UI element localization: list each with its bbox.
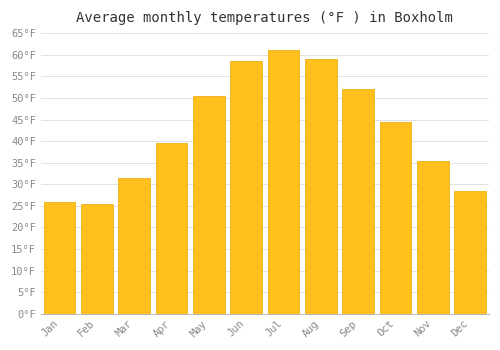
- Bar: [454, 191, 486, 314]
- Bar: [156, 143, 188, 314]
- Title: Average monthly temperatures (°F ) in Boxholm: Average monthly temperatures (°F ) in Bo…: [76, 11, 454, 25]
- Bar: [81, 204, 113, 314]
- Bar: [230, 61, 262, 314]
- Bar: [44, 202, 76, 314]
- Bar: [268, 50, 300, 314]
- Bar: [193, 96, 225, 314]
- Bar: [417, 161, 449, 314]
- Bar: [305, 59, 337, 314]
- Bar: [342, 89, 374, 314]
- Bar: [118, 178, 150, 314]
- Bar: [380, 122, 412, 314]
